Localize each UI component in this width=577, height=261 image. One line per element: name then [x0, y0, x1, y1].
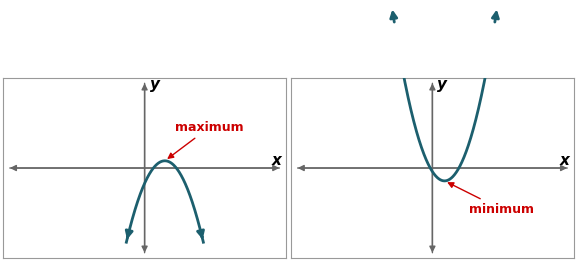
Text: y: y	[437, 77, 447, 92]
Text: x: x	[559, 153, 569, 168]
Text: maximum: maximum	[168, 121, 243, 158]
Text: y: y	[149, 77, 159, 92]
Text: minimum: minimum	[448, 183, 534, 216]
Text: x: x	[272, 153, 282, 168]
